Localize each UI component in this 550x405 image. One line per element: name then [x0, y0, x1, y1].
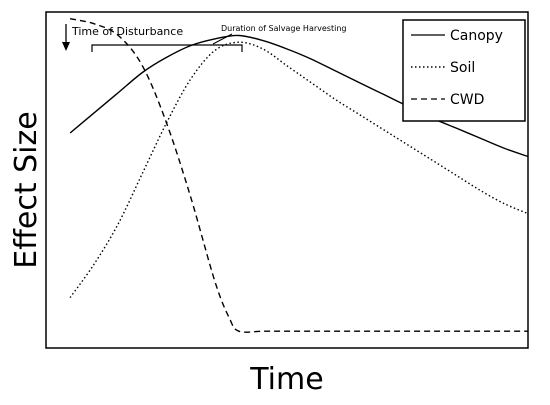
salvage-bracket [91, 44, 243, 52]
salvage-label: Duration of Salvage Harvesting [221, 24, 346, 33]
legend-box [402, 19, 526, 122]
disturbance-annotation: Time of Disturbance [62, 24, 183, 51]
series-layer [69, 18, 529, 333]
series-line-canopy [69, 34, 529, 158]
salvage-annotation: Duration of Salvage Harvesting [91, 24, 346, 52]
legend-label-cwd: CWD [450, 92, 484, 108]
legend: Canopy Soil CWD [402, 19, 526, 122]
disturbance-arrow-head [62, 42, 70, 51]
plot-frame [45, 11, 529, 349]
series-line-cwd [69, 18, 528, 333]
disturbance-label: Time of Disturbance [71, 25, 183, 38]
series-line-soil [69, 41, 529, 299]
legend-label-soil: Soil [450, 60, 475, 76]
salvage-pointer [212, 33, 233, 45]
x-axis-label: Time [249, 362, 323, 397]
legend-label-canopy: Canopy [450, 28, 503, 44]
y-axis-label: Effect Size [9, 111, 44, 268]
